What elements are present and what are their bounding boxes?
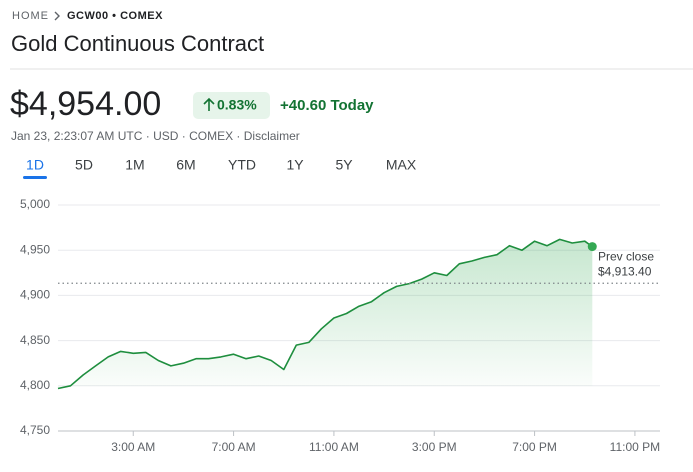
range-tab[interactable]: 6M [176,157,195,173]
range-tab-underline [23,176,47,179]
change-pct: 0.83% [217,97,257,113]
y-tick-label: 5,000 [20,197,50,211]
prev-close-value: $4,913.40 [598,264,652,278]
price-area [58,239,593,389]
x-tick-label: 7:00 AM [212,440,256,454]
prev-close-label: Prev close [598,249,654,263]
x-tick-label: 11:00 PM [610,440,660,454]
y-tick-label: 4,900 [20,288,50,302]
x-tick-label: 11:00 AM [309,440,359,454]
y-tick-label: 4,750 [20,423,50,437]
range-tab[interactable]: MAX [386,157,417,173]
page-title: Gold Continuous Contract [11,31,264,56]
range-tab[interactable]: 1D [26,157,44,173]
change-today: +40.60 Today [280,97,374,114]
chart: 4,750 4,800 4,850 4,900 4,950 5,000 3:00 AM 7:0… [20,197,660,454]
price: $4,954.00 [10,85,161,123]
x-tick-label: 7:00 PM [512,440,557,454]
breadcrumb-home[interactable]: HOME [12,10,49,22]
quote-meta: Jan 23, 2:23:07 AM UTC · USD · COMEX · D… [11,129,300,143]
range-tab[interactable]: 1M [125,157,144,173]
x-tick-label: 3:00 AM [111,440,155,454]
price-line [57,238,593,390]
x-tick-label: 3:00 PM [412,440,457,454]
breadcrumb-symbol: GCW00 • COMEX [67,10,163,22]
range-tab[interactable]: 5Y [335,157,353,173]
y-tick-label: 4,800 [20,378,50,392]
range-tab[interactable]: YTD [228,157,256,173]
up-arrow [203,97,215,111]
y-tick-label: 4,850 [20,333,50,347]
range-tab[interactable]: 1Y [286,157,304,173]
last-price-dot [587,242,597,252]
range-tab[interactable]: 5D [75,157,93,173]
change-badge [193,92,270,119]
range-tabs: 1D 5D 1M 6M YTD 1Y 5Y MAX [23,157,417,179]
breadcrumb-chevron [54,11,60,21]
y-tick-label: 4,950 [20,242,50,256]
